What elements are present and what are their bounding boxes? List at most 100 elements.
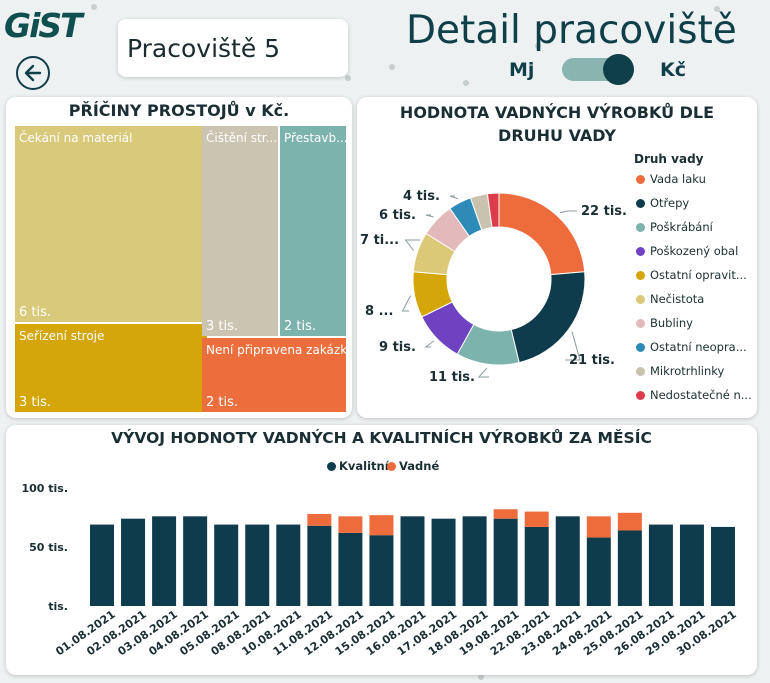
legend-item[interactable]: Ostatní opravit...: [636, 268, 747, 282]
treemap-tile-serizeni-stroje[interactable]: Seřízení stroje 3 tis.: [15, 324, 207, 412]
arrow-left-icon: [24, 64, 42, 82]
donut-slice[interactable]: [498, 192, 586, 276]
legend-item[interactable]: Nedostatečné n...: [636, 388, 752, 402]
background-dot: [345, 75, 351, 81]
treemap-tile-label: Čištění str...: [206, 131, 278, 145]
gist-logo: GiST: [4, 6, 83, 45]
legend-swatch: [636, 270, 645, 280]
legend-swatch: [387, 461, 396, 471]
legend-swatch: [636, 222, 645, 232]
toggle-knob: [603, 54, 634, 85]
y-tick-label: 50 tis.: [29, 541, 68, 554]
legend-label: Otřepy: [650, 196, 690, 210]
treemap-tile-neni-pripravena-zakazka[interactable]: Není připravena zakázk... 2 tis.: [202, 338, 346, 412]
bar-segment[interactable]: [617, 512, 642, 531]
legend-item[interactable]: Ostatní neopra...: [636, 340, 747, 354]
background-dot: [463, 80, 469, 86]
bar-segment[interactable]: [369, 515, 394, 536]
legend-item[interactable]: Otřepy: [636, 196, 689, 210]
defect-value-title: HODNOTA VADNÝCH VÝROBKŮ DLE DRUHU VADY: [357, 101, 757, 147]
y-tick-label: tis.: [48, 600, 68, 613]
bar-segment[interactable]: [400, 516, 425, 606]
defect-legend-title: Druh vady: [634, 152, 704, 166]
treemap-tile-cekani-na-material[interactable]: Čekání na materiál 6 tis.: [15, 126, 207, 322]
bar-segment[interactable]: [307, 513, 332, 526]
donut-slice[interactable]: [510, 271, 586, 364]
background-dot: [389, 64, 395, 70]
bar-segment[interactable]: [183, 516, 208, 606]
bar-segment[interactable]: [493, 509, 518, 519]
back-button[interactable]: [16, 56, 50, 90]
treemap-tile-value: 2 tis.: [284, 319, 317, 334]
defect-value-title-line1: HODNOTA VADNÝCH VÝROBKŮ DLE: [399, 103, 715, 122]
background-dot: [91, 4, 97, 10]
background-dot: [714, 6, 720, 12]
legend-label: Vadné: [399, 459, 440, 473]
bar-segment[interactable]: [555, 516, 580, 606]
legend-item-vadne[interactable]: Vadné: [387, 459, 439, 473]
defect-donut-chart: 22 tis. 21 tis. 11 tis. 9 tis. 8 ... 7 ti... 6…: [360, 189, 627, 385]
legend-label: Poškrábání: [650, 220, 713, 234]
legend-item[interactable]: Vada laku: [636, 172, 706, 186]
donut-leader-line: [559, 210, 577, 214]
bar-segment[interactable]: [152, 516, 177, 606]
legend-item[interactable]: Mikrotrhlinky: [636, 364, 724, 378]
bar-segment[interactable]: [276, 524, 301, 606]
legend-label: Kvalitní: [339, 459, 389, 473]
legend-item[interactable]: Bubliny: [636, 316, 693, 330]
legend-swatch: [327, 461, 336, 471]
bar-segment[interactable]: [307, 525, 332, 606]
legend-swatch: [636, 294, 645, 304]
bar-segment[interactable]: [369, 535, 394, 606]
donut-leader-line: [425, 214, 434, 218]
legend-swatch: [636, 366, 645, 376]
bar-segment[interactable]: [493, 518, 518, 606]
downtime-causes-title: PŘÍČINY PROSTOJŮ v Kč.: [68, 101, 290, 120]
legend-label: Poškozený obal: [650, 244, 739, 258]
bar-segment[interactable]: [90, 524, 114, 606]
donut-data-label: 9 tis.: [379, 340, 416, 355]
legend-item[interactable]: Poškozený obal: [636, 244, 738, 258]
treemap-tile-label: Seřízení stroje: [19, 329, 105, 343]
bar-segment[interactable]: [121, 518, 146, 606]
legend-label: Ostatní neopra...: [650, 340, 747, 354]
legend-item-kvalitni[interactable]: Kvalitní: [327, 459, 389, 473]
legend-item[interactable]: Nečistota: [636, 292, 704, 306]
treemap-tile-label: Čekání na materiál: [19, 131, 133, 145]
treemap-tile-label: Přestavb...: [284, 131, 346, 145]
workplace-title: Pracoviště 5: [127, 33, 281, 63]
bar-segment[interactable]: [214, 524, 239, 606]
bar-segment[interactable]: [679, 524, 704, 606]
treemap-tile-cisteni-stroje[interactable]: Čištění str... 3 tis.: [202, 126, 278, 336]
legend-item[interactable]: Poškrábání: [636, 220, 713, 234]
donut-leader-line: [404, 239, 420, 251]
bar-segment[interactable]: [338, 532, 363, 606]
bar-segment[interactable]: [524, 511, 549, 527]
unit-toggle[interactable]: [562, 54, 634, 85]
bar-segment[interactable]: [711, 526, 735, 606]
bar-segment[interactable]: [245, 524, 270, 606]
bar-segment[interactable]: [586, 537, 611, 606]
donut-data-label: 4 tis.: [403, 189, 440, 204]
defect-value-title-line2: DRUHU VADY: [498, 126, 616, 145]
donut-data-label: 11 tis.: [429, 370, 475, 385]
donut-slice[interactable]: [486, 192, 500, 229]
legend-swatch: [636, 318, 645, 328]
donut-leader-line: [565, 331, 581, 361]
bar-segment[interactable]: [617, 530, 642, 606]
donut-leader-line: [449, 195, 459, 200]
bar-segment[interactable]: [338, 516, 363, 533]
bar-segment[interactable]: [648, 524, 673, 606]
bar-segment[interactable]: [431, 518, 456, 606]
bar-segment[interactable]: [524, 526, 549, 606]
monthly-trend-title: VÝVOJ HODNOTY VADNÝCH A KVALITNÍCH VÝROB…: [111, 429, 652, 447]
treemap-tile-value: 6 tis.: [19, 305, 52, 320]
treemap-tile-prestavba[interactable]: Přestavb... 2 tis.: [280, 126, 346, 336]
donut-leader-line: [401, 295, 411, 312]
legend-swatch: [636, 174, 645, 184]
legend-swatch: [636, 198, 645, 208]
legend-label: Vada laku: [650, 172, 706, 186]
donut-data-label: 21 tis.: [569, 353, 615, 368]
bar-segment[interactable]: [462, 516, 487, 606]
bar-segment[interactable]: [586, 516, 611, 538]
